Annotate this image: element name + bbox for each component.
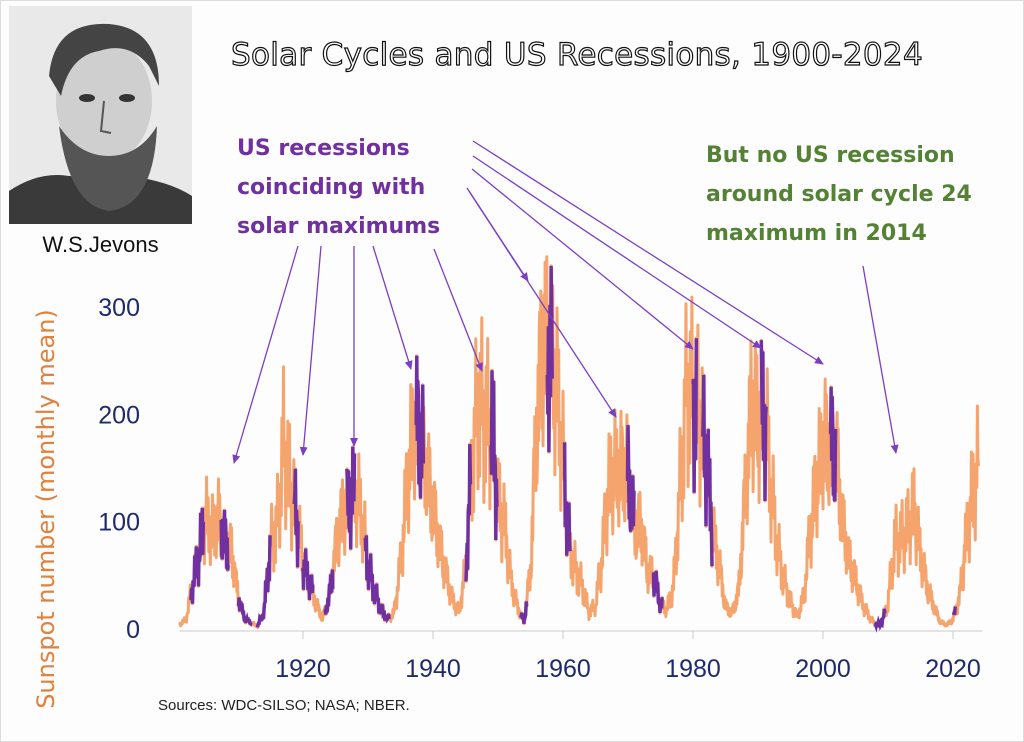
recession-segment (489, 370, 499, 541)
recession-segment (951, 606, 957, 616)
y-tick-label: 300 (98, 294, 140, 322)
x-tick-label: 1980 (665, 655, 721, 683)
x-tick-label: 1920 (275, 655, 331, 683)
recession-segment (519, 601, 529, 625)
recession-segment (255, 535, 272, 628)
jevons-portrait (9, 6, 192, 224)
annotation-line: solar maximums (237, 214, 441, 239)
recession-segment (701, 374, 714, 567)
annotation-arrow (372, 245, 413, 370)
cycle24-annotation: But no US recession around solar cycle 2… (706, 136, 972, 253)
annotation-arrow (466, 187, 617, 418)
recession-segment (189, 507, 206, 604)
y-tick-label: 200 (98, 401, 140, 429)
recession-segment (363, 535, 391, 624)
chart-title: Solar Cycles and US Recessions, 1900-202… (230, 36, 923, 73)
cycle24-arrow (862, 265, 899, 454)
recession-segment (651, 570, 664, 614)
annotation-arrow (472, 140, 824, 365)
recession-segment (873, 608, 887, 633)
recession-segment (323, 569, 335, 615)
sources-note: Sources: WDC-SILSO; NASA; NBER. (158, 697, 410, 714)
recession-segment (292, 468, 300, 568)
y-tick-label: 100 (98, 509, 140, 537)
annotation-line: coinciding with (237, 175, 426, 200)
recession-segment (625, 425, 636, 532)
annotation-line: But no US recession (706, 143, 955, 168)
x-tick-label: 2000 (795, 655, 851, 683)
recession-segment (219, 509, 231, 571)
x-tick-label: 1940 (405, 655, 461, 683)
recession-segment (345, 446, 357, 550)
annotation-arrow (299, 245, 322, 456)
recession-segment (464, 444, 473, 582)
recession-segment (562, 442, 572, 556)
annotation-arrow (232, 245, 299, 464)
y-tick-label: 0 (126, 616, 140, 644)
recession-segment (414, 355, 426, 499)
annotation-line: around solar cycle 24 (706, 182, 972, 207)
annotation-line: maximum in 2014 (706, 221, 927, 246)
annotation-arrow (472, 155, 762, 349)
recession-segment (828, 386, 838, 502)
recession-annotation: US recessions coinciding with solar maxi… (237, 129, 440, 246)
portrait-caption: W.S.Jevons (42, 232, 159, 257)
recession-segment (301, 548, 315, 600)
x-tick-label: 1960 (535, 655, 591, 683)
annotation-arrow (433, 248, 483, 372)
recession-segment (759, 340, 768, 502)
recession-segment (691, 338, 699, 493)
x-tick-label: 2020 (925, 655, 981, 683)
annotation-arrow (471, 168, 694, 350)
recession-segment (236, 597, 253, 627)
sunspot-series-line (178, 255, 980, 629)
annotation-line: US recessions (237, 136, 410, 161)
recession-segment (545, 265, 554, 453)
